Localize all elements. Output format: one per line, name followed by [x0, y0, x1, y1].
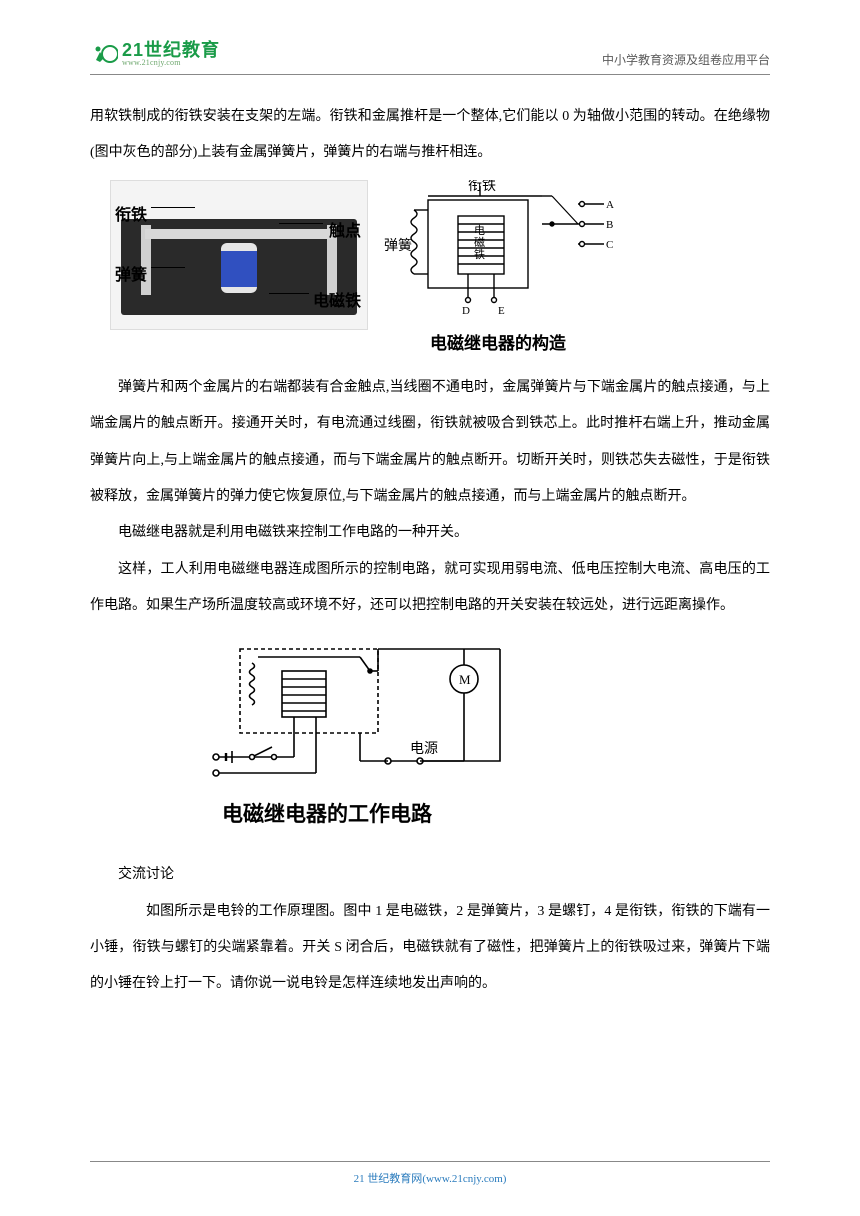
photo-label-contact: 触点	[329, 211, 361, 253]
circuit-caption: 电磁继电器的工作电路	[210, 787, 520, 842]
svg-text:电: 电	[474, 224, 485, 237]
logo-main-text: 21世纪教育	[122, 41, 220, 59]
logo-icon	[90, 40, 118, 68]
paragraph-3: 电磁继电器就是利用电磁铁来控制工作电路的一种开关。	[90, 515, 770, 551]
diagram-row-1: 衔铁 触点 弹簧 电磁铁	[110, 180, 770, 350]
svg-text:C: C	[606, 239, 613, 251]
work-circuit-diagram: M 电源 电磁继电器的工作电路	[210, 635, 520, 842]
sch-label-spring: 弹簧	[384, 238, 412, 254]
paragraph-1: 用软铁制成的衔铁安装在支架的左端。衔铁和金属推杆是一个整体,它们能以 0 为轴做…	[90, 99, 770, 172]
footer-text-url: (www.21cnjy.com)	[422, 1173, 506, 1185]
photo-label-tie: 衔铁	[115, 195, 147, 237]
svg-text:铁: 铁	[474, 248, 485, 261]
page-footer: 21 世纪教育网(www.21cnjy.com)	[90, 1161, 770, 1186]
paragraph-4: 这样，工人利用电磁继电器连成图所示的控制电路，就可实现用弱电流、低电压控制大电流…	[90, 552, 770, 625]
relay-schematic: 衔铁 弹簧 电 磁 铁 A B C D E 电磁继电器的构造	[382, 180, 614, 350]
svg-text:E: E	[498, 305, 505, 317]
paragraph-2: 弹簧片和两个金属片的右端都装有合金触点,当线圈不通电时，金属弹簧片与下端金属片的…	[90, 370, 770, 516]
photo-label-magnet: 电磁铁	[313, 281, 361, 323]
sch-label-magnet: 电 磁 铁	[474, 224, 485, 261]
logo-sub-text: www.21cnjy.com	[122, 59, 220, 67]
svg-text:磁: 磁	[474, 236, 485, 249]
motor-label: M	[459, 672, 471, 687]
relay-photo: 衔铁 触点 弹簧 电磁铁	[110, 180, 368, 330]
svg-text:B: B	[606, 219, 613, 231]
svg-text:D: D	[462, 305, 470, 317]
page-header: 21世纪教育 www.21cnjy.com 中小学教育资源及组卷应用平台	[90, 40, 770, 75]
photo-label-spring: 弹簧	[115, 255, 147, 297]
svg-text:A: A	[606, 199, 614, 211]
paragraph-5: 如图所示是电铃的工作原理图。图中 1 是电磁铁，2 是弹簧片，3 是螺钉，4 是…	[90, 894, 770, 1003]
source-label: 电源	[410, 741, 438, 757]
header-subtitle: 中小学教育资源及组卷应用平台	[602, 51, 770, 68]
body-content: 用软铁制成的衔铁安装在支架的左端。衔铁和金属推杆是一个整体,它们能以 0 为轴做…	[90, 99, 770, 1003]
section-label: 交流讨论	[118, 857, 770, 893]
schematic1-caption: 电磁继电器的构造	[382, 322, 614, 366]
logo: 21世纪教育 www.21cnjy.com	[90, 40, 220, 68]
sch-label-tie: 衔铁	[468, 180, 496, 194]
footer-text-prefix: 21 世纪教育网	[354, 1173, 423, 1185]
